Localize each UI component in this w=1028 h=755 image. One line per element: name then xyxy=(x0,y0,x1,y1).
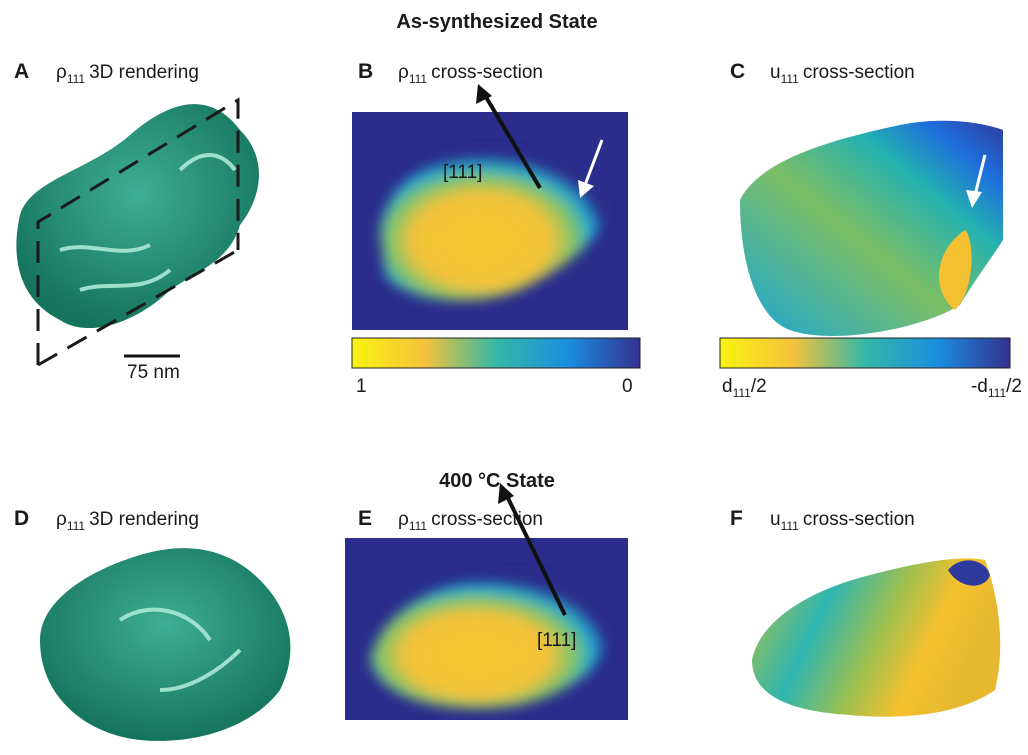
label-text: /2 xyxy=(1006,376,1022,397)
panel-letter: E xyxy=(358,507,372,530)
3d-rendering xyxy=(16,104,259,329)
symbol: d xyxy=(722,376,733,397)
label-text: 3D rendering xyxy=(89,509,199,530)
panel-letter: A xyxy=(14,60,29,83)
label-text: /2 xyxy=(751,376,767,397)
annotation: [111] xyxy=(537,630,576,651)
label-text: cross-section xyxy=(431,509,543,530)
colorbar-label: -d111/2 xyxy=(971,376,1022,400)
subscript: 111 xyxy=(409,519,428,533)
panel-label: u111 cross-section xyxy=(770,509,915,533)
label-text: cross-section xyxy=(803,509,915,530)
highlight xyxy=(118,607,242,692)
displacement-map xyxy=(948,560,990,586)
subscript: 111 xyxy=(781,72,800,86)
panel-label: ρ111 3D rendering xyxy=(56,62,199,86)
symbol: ρ xyxy=(398,509,409,530)
annotation: [111] xyxy=(443,162,482,183)
symbol: ρ xyxy=(56,62,67,83)
arrowhead xyxy=(498,483,514,504)
row-title: As-synthesized State xyxy=(396,11,597,33)
arrow xyxy=(583,139,604,186)
density-map xyxy=(380,150,606,301)
density-map xyxy=(370,574,607,709)
subscript: 111 xyxy=(67,72,86,86)
colorbar xyxy=(351,337,641,369)
symbol: u xyxy=(770,509,781,530)
symbol: u xyxy=(770,62,781,83)
panel-letter: F xyxy=(730,507,743,530)
colorbar-label: 1 xyxy=(356,376,367,397)
colorbar xyxy=(719,337,1011,369)
panel-label: ρ111 3D rendering xyxy=(56,509,199,533)
panel-label: u111 cross-section xyxy=(770,62,915,86)
arrow xyxy=(481,90,542,190)
panel-letter: D xyxy=(14,507,29,530)
panel-letter: C xyxy=(730,60,745,83)
colorbar-label: 0 xyxy=(622,376,633,397)
symbol: ρ xyxy=(398,62,409,83)
symbol: -d xyxy=(971,376,988,397)
panel-label: ρ111 cross-section xyxy=(398,62,543,86)
row-title: 400 °C State xyxy=(439,470,555,492)
label-text: cross-section xyxy=(803,62,915,83)
subscript: 111 xyxy=(781,519,800,533)
subscript: 111 xyxy=(988,386,1007,400)
highlight xyxy=(59,153,237,292)
scale-bar-label: 75 nm xyxy=(127,362,180,383)
displacement-map xyxy=(752,558,1001,717)
arrowhead xyxy=(966,190,982,208)
slice-plane xyxy=(36,97,240,367)
subscript: 111 xyxy=(67,519,86,533)
arrow xyxy=(973,154,987,196)
symbol: ρ xyxy=(56,509,67,530)
subscript: 111 xyxy=(733,386,752,400)
colorbar-label: d111/2 xyxy=(722,376,767,400)
arrowhead xyxy=(578,180,594,198)
panel-letter: B xyxy=(358,60,373,83)
arrow xyxy=(503,491,567,616)
displacement-map xyxy=(938,230,972,310)
displacement-map xyxy=(740,120,1003,336)
label-text: cross-section xyxy=(431,62,543,83)
label-text: 3D rendering xyxy=(89,62,199,83)
subscript: 111 xyxy=(409,72,428,86)
arrowhead xyxy=(476,84,492,104)
3d-rendering xyxy=(40,548,291,741)
